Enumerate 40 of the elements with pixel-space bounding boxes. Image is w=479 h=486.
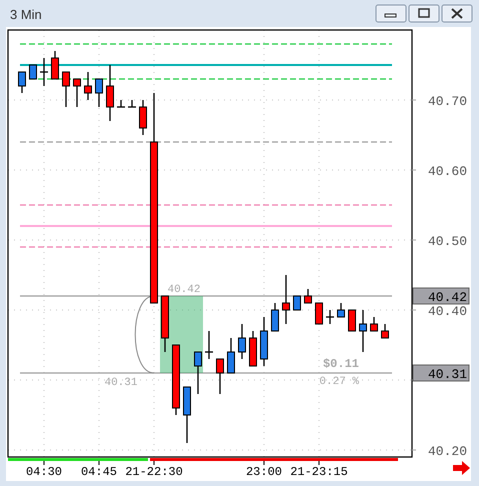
y-tick-label: 40.60	[428, 164, 467, 179]
candlestick	[337, 302, 345, 318]
candlestick	[370, 316, 378, 332]
candlestick	[139, 99, 147, 136]
x-tick-label: 21-22:30	[125, 465, 183, 479]
y-tick-label: 40.50	[428, 234, 467, 249]
candlestick	[84, 71, 92, 101]
annotation: $0.11	[322, 357, 359, 371]
candlestick	[95, 78, 103, 108]
y-tick-label: 40.20	[428, 444, 467, 459]
annotation: 40.31	[104, 377, 138, 389]
candlestick	[216, 358, 224, 395]
candlestick	[315, 302, 323, 324]
y-tick-label: 40.40	[428, 304, 467, 319]
candlestick	[381, 323, 389, 339]
ref-line-label: 40.42	[428, 290, 467, 305]
annotation: 40.42	[167, 284, 201, 296]
candlestick	[194, 351, 202, 395]
candlestick	[62, 71, 70, 108]
candlestick	[73, 78, 81, 108]
x-tick-label: 04:45	[80, 465, 118, 479]
candlestick	[18, 71, 26, 94]
candlestick	[293, 296, 301, 310]
candlestick	[304, 288, 312, 304]
y-tick-label: 40.70	[428, 94, 467, 109]
candlestick	[29, 64, 37, 80]
x-tick-label: 23:00	[246, 465, 282, 479]
candlestick	[106, 64, 114, 122]
candlestick	[238, 323, 246, 360]
chart-title: 3 Min	[10, 7, 42, 22]
x-tick-label: 04:30	[26, 465, 62, 479]
candlestick	[271, 302, 279, 332]
candlestick	[359, 309, 367, 353]
ref-line-label: 40.31	[428, 367, 468, 382]
candlestick	[348, 310, 356, 332]
candlestick	[51, 50, 59, 80]
annotation: 0.27 %	[319, 376, 360, 388]
candlestick	[227, 337, 235, 374]
x-tick-label: 21-23:15	[290, 465, 348, 479]
candlestick	[282, 274, 290, 325]
